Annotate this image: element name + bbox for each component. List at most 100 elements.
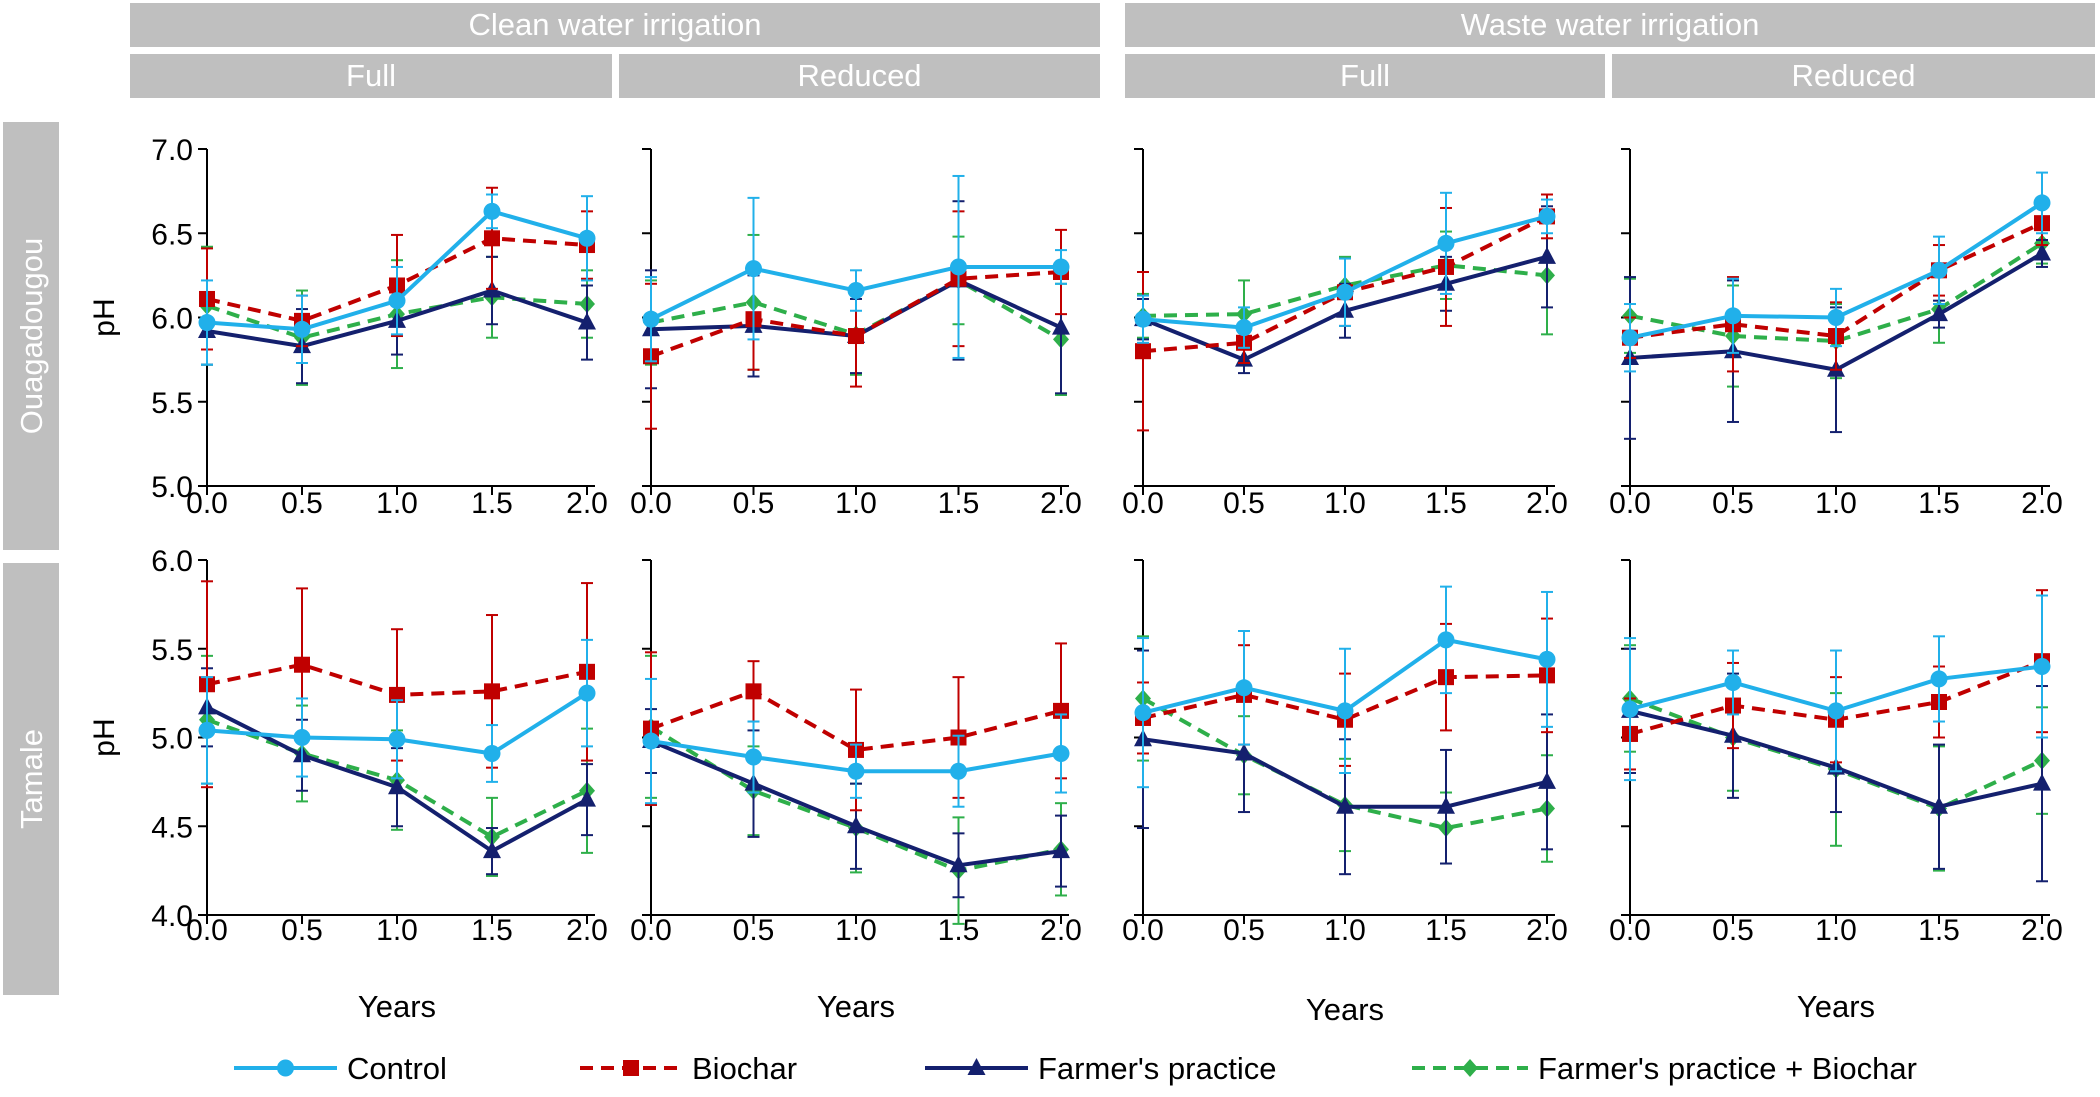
circle-marker	[483, 744, 501, 762]
series-line	[1142, 673, 1548, 722]
x-tick-label: 1.0	[376, 914, 418, 947]
panel-ouagadougou-1: 0.0 0.5 1.0 1.5 2.0	[630, 148, 1082, 520]
triangle-marker	[847, 816, 865, 834]
series-biochar	[643, 210, 1069, 430]
x-tick-label: 0.5	[281, 487, 323, 520]
circle-marker	[1930, 261, 1948, 279]
triangle-marker	[1052, 317, 1070, 335]
x-tick-label: 1.5	[471, 487, 513, 520]
circle-marker	[1235, 319, 1253, 337]
circle-marker	[1827, 309, 1845, 326]
legend-label: Farmer's practice	[1038, 1051, 1276, 1086]
series-control	[198, 193, 596, 366]
strip-column-label: Full	[346, 58, 396, 93]
series-control	[198, 638, 596, 785]
panel-ouagadougou-2: 0.0 0.5 1.0 1.5 2.0	[1122, 148, 1568, 520]
circle-marker	[1538, 650, 1556, 668]
x-tick-label: 0.0	[1122, 487, 1164, 520]
circle-marker	[950, 762, 967, 780]
x-tick-label: 1.0	[1324, 914, 1366, 947]
triangle-marker	[2033, 773, 2051, 791]
triangle-marker	[1930, 796, 1948, 814]
circle-marker	[1134, 704, 1152, 722]
circle-marker	[1336, 283, 1354, 301]
triangle-marker	[1538, 771, 1556, 789]
x-tick-label: 1.5	[938, 487, 980, 520]
x-tick-label: 0.5	[1712, 914, 1754, 947]
strip-column-1	[619, 54, 1100, 98]
series-control	[642, 677, 1070, 808]
y-axis-label: pH	[88, 298, 121, 336]
triangle-marker	[483, 841, 501, 859]
circle-marker	[1437, 631, 1455, 649]
circle-marker	[1621, 329, 1639, 347]
square-marker	[294, 656, 310, 673]
x-tick-label: 2.0	[1526, 487, 1568, 520]
x-tick-label: 0.0	[630, 487, 672, 520]
circle-marker	[483, 202, 501, 220]
strip-group-1	[1125, 3, 2095, 47]
x-tick-label: 1.5	[471, 914, 513, 947]
circle-marker	[1134, 310, 1152, 328]
x-tick-label: 0.5	[1223, 914, 1265, 947]
y-tick-label: 5.5	[151, 387, 193, 420]
y-tick-label: 6.0	[151, 545, 193, 578]
triangle-marker	[2033, 243, 2051, 261]
x-axis-label: Years	[1306, 992, 1384, 1027]
circle-marker	[1930, 670, 1948, 688]
x-tick-label: 0.5	[733, 487, 775, 520]
square-marker	[848, 328, 864, 345]
x-tick-label: 1.5	[1425, 914, 1467, 947]
circle-marker	[1538, 207, 1556, 225]
series-control	[1134, 585, 1556, 789]
series-control	[1134, 191, 1556, 349]
series-line	[1142, 696, 1548, 831]
circle-marker	[388, 730, 406, 748]
square-marker	[1135, 343, 1151, 360]
y-tick-label: 5.5	[151, 634, 193, 667]
circle-marker	[1724, 673, 1742, 691]
legend-label: Farmer's practice + Biochar	[1538, 1051, 1917, 1086]
legend: Control Biochar Farmer's practice Farmer's …	[234, 1051, 1917, 1086]
circle-marker	[277, 1059, 294, 1077]
x-tick-label: 2.0	[566, 914, 608, 947]
circle-marker	[847, 762, 865, 780]
y-tick-label: 6.0	[151, 303, 193, 336]
square-marker	[484, 230, 500, 247]
square-marker	[745, 683, 762, 700]
x-tick-label: 2.0	[2021, 487, 2063, 520]
circle-marker	[1235, 679, 1253, 697]
strip-column-3	[1612, 54, 2095, 98]
x-tick-label: 0.0	[1609, 487, 1651, 520]
triangle-marker	[578, 789, 596, 807]
strip-group-label: Clean water irrigation	[469, 7, 762, 42]
triangle-marker	[388, 777, 406, 795]
x-tick-label: 2.0	[1526, 914, 1568, 947]
strip-group-0	[130, 3, 1100, 47]
x-tick-label: 0.5	[281, 914, 323, 947]
y-axis-label: pH	[88, 718, 121, 756]
triangle-marker	[1538, 246, 1556, 264]
triangle-marker	[1437, 796, 1455, 814]
y-tick-label: 4.5	[151, 811, 193, 844]
x-tick-label: 0.0	[1122, 914, 1164, 947]
triangle-marker	[1930, 304, 1948, 322]
square-marker	[623, 1060, 639, 1076]
x-tick-label: 1.0	[835, 487, 877, 520]
x-tick-label: 1.0	[835, 914, 877, 947]
x-tick-label: 1.5	[1918, 487, 1960, 520]
circle-marker	[293, 320, 311, 338]
strip-column-label: Full	[1340, 58, 1390, 93]
y-tick-label: 7.0	[151, 134, 193, 167]
x-tick-label: 1.0	[1324, 487, 1366, 520]
x-tick-label: 2.0	[2021, 914, 2063, 947]
strip-group-label: Waste water irrigation	[1461, 7, 1760, 42]
strip-column-2	[1125, 54, 1605, 98]
series-line	[650, 689, 1062, 752]
x-tick-label: 2.0	[566, 487, 608, 520]
strip-column-0	[130, 54, 612, 98]
circle-marker	[1052, 258, 1070, 276]
x-axis-label: Years	[817, 989, 895, 1024]
